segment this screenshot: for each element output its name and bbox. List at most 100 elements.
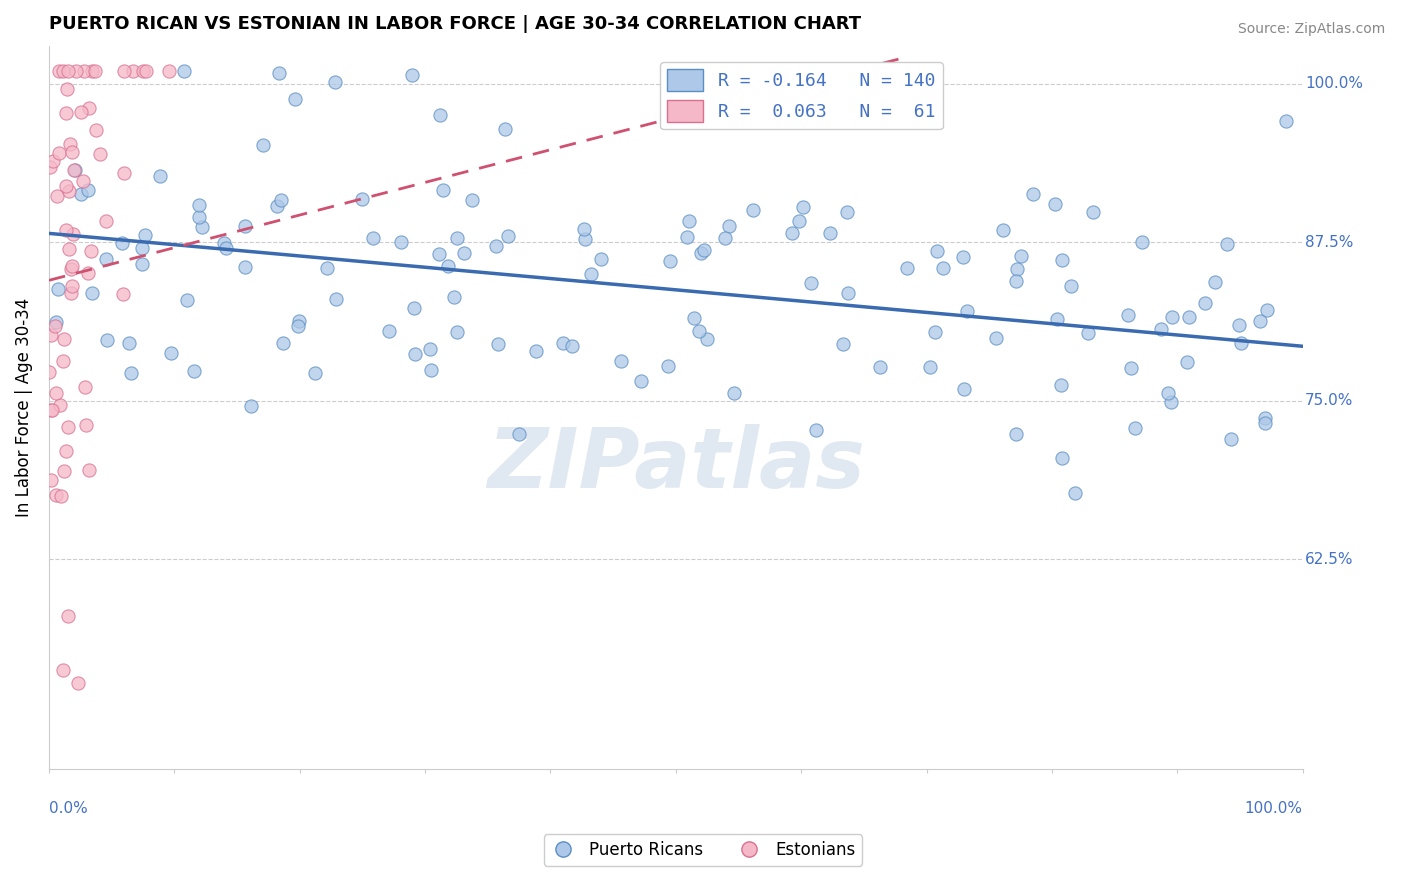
Point [610, 353, 633, 368]
Point [832, 336, 855, 351]
Point [389, 235, 412, 250]
Point [443, 290, 465, 304]
Point [187, 211, 209, 225]
Point [212, 236, 235, 251]
Point [76, 266, 98, 280]
Point [1157, 386, 1180, 401]
Point [1050, 450, 1073, 465]
Point [288, 313, 311, 327]
Point [39, 402, 62, 417]
Point [83, 64, 105, 78]
Point [39, 473, 62, 487]
Point [214, 241, 236, 255]
Point [630, 374, 652, 388]
Point [52, 64, 75, 78]
Point [574, 222, 596, 236]
Point [45, 488, 67, 502]
Point [404, 301, 426, 315]
Point [678, 213, 700, 227]
Point [401, 68, 423, 82]
Point [55, 223, 77, 237]
Point [427, 247, 450, 261]
Point [38, 365, 60, 379]
Point [986, 331, 1008, 345]
Point [446, 231, 468, 245]
Point [82, 64, 104, 78]
Point [453, 246, 475, 260]
Point [80, 286, 103, 301]
Point [787, 214, 810, 228]
Point [1254, 410, 1277, 425]
Point [925, 244, 948, 259]
Point [1175, 355, 1198, 369]
Point [837, 285, 859, 300]
Point [157, 64, 180, 78]
Point [66, 676, 89, 690]
Point [59, 136, 82, 151]
Point [63, 162, 86, 177]
Point [284, 92, 307, 106]
Point [111, 235, 134, 250]
Point [780, 226, 803, 240]
Point [553, 336, 575, 351]
Point [1045, 311, 1067, 326]
Point [38, 160, 60, 174]
Point [1022, 187, 1045, 202]
Text: 100.0%: 100.0% [1305, 76, 1364, 91]
Point [65, 64, 87, 78]
Point [69, 186, 91, 201]
Point [956, 304, 979, 318]
Point [56, 608, 79, 623]
Point [1178, 310, 1201, 324]
Point [118, 336, 141, 351]
Point [42, 153, 65, 168]
Point [191, 219, 214, 234]
Point [270, 193, 292, 207]
Point [271, 336, 294, 351]
Point [574, 232, 596, 246]
Point [1010, 249, 1032, 263]
Point [804, 423, 827, 437]
Point [46, 282, 69, 296]
Point [718, 219, 741, 234]
Point [1150, 322, 1173, 336]
Point [1060, 278, 1083, 293]
Point [1043, 197, 1066, 211]
Point [267, 66, 290, 80]
Point [94, 213, 117, 227]
Point [896, 260, 918, 275]
Point [59, 286, 82, 301]
Point [1161, 310, 1184, 324]
Point [1256, 302, 1278, 317]
Point [73, 380, 96, 394]
Point [183, 364, 205, 378]
Point [48, 398, 70, 412]
Text: 0.0%: 0.0% [49, 801, 87, 816]
Point [48, 146, 70, 161]
Point [1081, 204, 1104, 219]
Point [363, 231, 385, 245]
Point [690, 246, 713, 260]
Point [63, 163, 86, 178]
Point [498, 228, 520, 243]
Point [820, 226, 842, 240]
Point [77, 463, 100, 477]
Point [252, 137, 274, 152]
Point [149, 169, 172, 183]
Point [792, 200, 814, 214]
Point [188, 198, 211, 212]
Point [869, 360, 891, 375]
Point [60, 145, 83, 159]
Point [835, 204, 858, 219]
Point [46, 189, 69, 203]
Point [432, 183, 454, 197]
Point [1216, 236, 1239, 251]
Point [508, 426, 530, 441]
Point [325, 292, 347, 306]
Point [1194, 296, 1216, 310]
Point [1275, 113, 1298, 128]
Point [589, 252, 612, 266]
Point [419, 363, 441, 377]
Point [45, 315, 67, 329]
Point [121, 64, 143, 78]
